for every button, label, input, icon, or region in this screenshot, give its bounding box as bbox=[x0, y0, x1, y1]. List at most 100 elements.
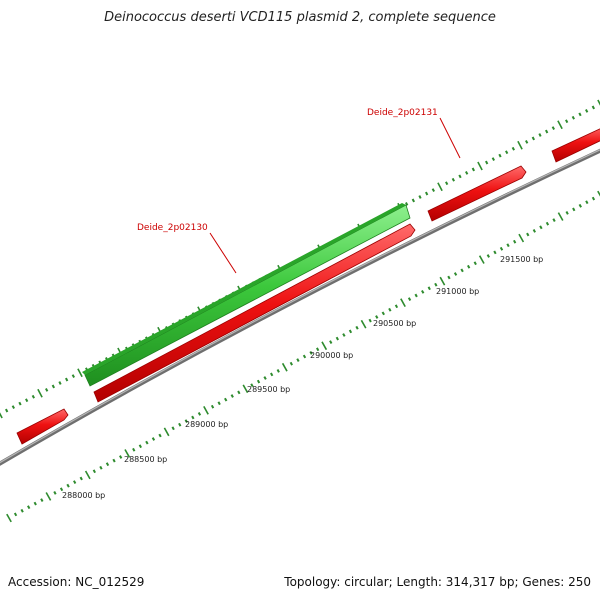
ruler-tick-mark bbox=[163, 427, 170, 437]
ruler-label-290500: 290500 bp bbox=[373, 319, 416, 328]
ruler-tick-mark bbox=[13, 512, 18, 517]
ruler-label-289500: 289500 bp bbox=[247, 385, 290, 394]
gene-label-deide-2p02131[interactable]: Deide_2p02131 bbox=[367, 108, 438, 118]
ruler-tick-mark bbox=[578, 203, 582, 208]
ruler-tick-mark bbox=[45, 492, 52, 501]
ruler-tick-mark bbox=[518, 233, 525, 243]
tick-mark bbox=[405, 202, 409, 206]
ruler-tick-mark bbox=[478, 255, 485, 264]
tick-mark bbox=[458, 174, 462, 179]
gene-label-deide-2p02130[interactable]: Deide_2p02130 bbox=[137, 223, 208, 233]
ruler-tick-mark bbox=[242, 384, 249, 394]
tick-mark bbox=[431, 188, 435, 192]
tick-mark bbox=[485, 160, 489, 165]
ruler-tick-mark bbox=[210, 404, 215, 409]
tick-mark bbox=[545, 129, 549, 134]
tick-mark bbox=[0, 412, 3, 419]
ruler-tick-mark bbox=[572, 207, 576, 212]
tick-mark bbox=[557, 120, 563, 130]
backbone-track bbox=[0, 148, 600, 466]
gene-deide-2p02131[interactable] bbox=[427, 165, 527, 222]
ruler-tick-mark bbox=[427, 286, 431, 291]
ruler-tick-mark bbox=[513, 239, 517, 244]
ruler-tick-mark bbox=[237, 390, 241, 395]
tick-mark bbox=[525, 140, 529, 144]
ruler-tick-mark bbox=[53, 491, 57, 495]
ruler-label-289000: 289000 bp bbox=[185, 420, 228, 429]
ruler-tick-mark bbox=[105, 462, 110, 467]
ruler-tick-mark bbox=[263, 376, 267, 380]
ruler-tick-mark bbox=[256, 379, 261, 384]
tick-mark bbox=[471, 167, 475, 172]
ruler-tick-mark bbox=[460, 268, 464, 273]
ruler-tick-mark bbox=[132, 447, 136, 452]
tick-mark bbox=[77, 368, 83, 378]
ruler-tick-mark bbox=[557, 212, 564, 221]
ruler-tick-mark bbox=[591, 196, 596, 201]
reverse-gene-arrow[interactable] bbox=[93, 223, 416, 403]
ruler-tick-mark bbox=[138, 444, 142, 449]
ruler-tick-mark bbox=[394, 304, 399, 309]
tick-mark bbox=[505, 150, 509, 155]
gene-reverse-2[interactable] bbox=[16, 408, 69, 445]
ruler-tick-mark bbox=[421, 290, 425, 294]
ruler-tick-mark bbox=[381, 311, 385, 316]
ruler-tick-mark bbox=[552, 218, 556, 222]
accession-label: Accession: NC_012529 bbox=[8, 575, 145, 589]
ruler-tick-mark bbox=[375, 315, 379, 319]
ruler-label-288500: 288500 bp bbox=[124, 455, 167, 464]
ruler-tick-mark bbox=[73, 480, 77, 484]
ruler-tick-mark bbox=[79, 476, 83, 481]
ruler-tick-mark bbox=[335, 336, 339, 341]
forward-gene-arrow[interactable] bbox=[84, 204, 411, 387]
reverse-gene-arrow[interactable] bbox=[551, 126, 600, 163]
ruler-tick-mark bbox=[597, 190, 600, 197]
tick-mark bbox=[51, 384, 55, 389]
ruler-tick-mark bbox=[296, 358, 300, 362]
ruler-label-290000: 290000 bp bbox=[310, 351, 353, 360]
reverse-gene-arrow[interactable] bbox=[16, 408, 69, 445]
tick-mark bbox=[45, 388, 49, 392]
ruler-tick-mark bbox=[309, 351, 313, 355]
ruler-tick-mark bbox=[447, 275, 451, 280]
ruler-tick-mark bbox=[355, 325, 359, 330]
ruler-tick-mark bbox=[321, 341, 328, 351]
ruler-tick-mark bbox=[33, 501, 37, 506]
map-title: Deinococcus deserti VCD115 plasmid 2, co… bbox=[104, 10, 496, 25]
gene-reverse-3[interactable] bbox=[551, 126, 600, 163]
ruler-tick-mark bbox=[66, 483, 70, 488]
ruler-tick-mark bbox=[360, 319, 367, 329]
tick-mark bbox=[65, 377, 69, 382]
ruler-tick-mark bbox=[119, 455, 123, 459]
ruler-tick-mark bbox=[191, 415, 195, 420]
ruler-tick-mark bbox=[342, 333, 346, 337]
gene-deide-2p02130[interactable] bbox=[82, 203, 411, 387]
ruler-tick-mark bbox=[348, 329, 353, 334]
tick-mark bbox=[591, 105, 595, 110]
gene-reverse-1[interactable] bbox=[93, 223, 416, 403]
ruler-tick-mark bbox=[316, 347, 320, 352]
ruler-tick-mark bbox=[473, 261, 477, 266]
forward-gene-arrow-top bbox=[82, 203, 406, 375]
ruler-tick-mark bbox=[585, 200, 589, 205]
tick-mark bbox=[538, 133, 542, 137]
sequence-summary: Topology: circular; Length: 314,317 bp; … bbox=[284, 575, 591, 589]
tick-mark bbox=[18, 401, 22, 406]
gene-label-line bbox=[209, 232, 237, 274]
ruler-tick-mark bbox=[302, 354, 307, 359]
tick-mark bbox=[11, 405, 15, 409]
tick-mark bbox=[465, 171, 469, 175]
tick-mark bbox=[585, 109, 589, 113]
tick-mark bbox=[71, 374, 75, 378]
ruler-tick-mark bbox=[270, 372, 274, 377]
ruler-tick-mark bbox=[124, 449, 131, 458]
ruler-tick-row bbox=[6, 190, 600, 523]
tick-mark bbox=[565, 119, 569, 124]
reverse-gene-arrow[interactable] bbox=[427, 165, 527, 222]
ruler-tick-mark bbox=[545, 221, 550, 226]
ruler-tick-mark bbox=[217, 401, 221, 406]
tick-mark bbox=[31, 394, 35, 399]
ruler-tick-mark bbox=[281, 362, 288, 372]
ruler-tick-mark bbox=[27, 505, 31, 510]
ruler-tick-mark bbox=[6, 513, 12, 523]
